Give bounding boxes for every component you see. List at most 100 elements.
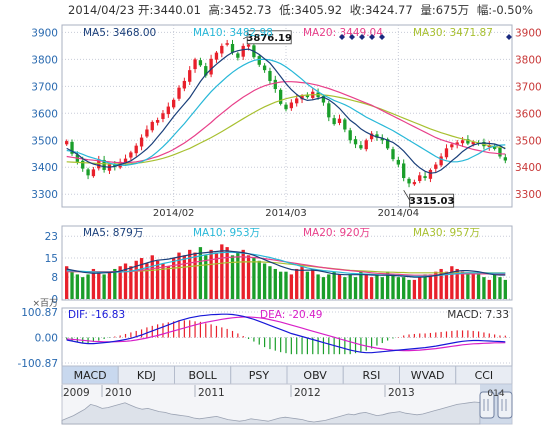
candle-body	[434, 164, 438, 169]
candle-body	[102, 159, 106, 170]
candle-body	[471, 141, 475, 145]
header-change: -0.50%	[492, 3, 533, 17]
volume-pane: 0 8 15 23 ×百万	[32, 231, 507, 309]
volume-bar	[123, 263, 128, 299]
candle-body	[289, 102, 294, 109]
price-ytick-left: 3600	[31, 108, 58, 120]
volume-bar	[348, 274, 352, 299]
candle-body	[257, 56, 261, 65]
volume-bar	[252, 258, 256, 299]
volume-bar	[359, 271, 363, 299]
volume-bar	[209, 249, 213, 299]
volume-bar	[246, 255, 251, 299]
volume-bar	[503, 279, 507, 299]
candle-body	[150, 121, 154, 131]
annotation-label: 3876.19	[246, 33, 292, 44]
volume-bar	[353, 277, 358, 299]
volume-bar	[86, 274, 90, 299]
macd-legend-item: DIF: -16.83	[68, 309, 125, 321]
candle-body	[172, 99, 176, 108]
price-ytick-left: 3500	[31, 135, 58, 147]
price-legend-item: MA5: 3468.00	[83, 27, 156, 39]
volume-unit-label: ×百万	[32, 298, 58, 309]
volume-bar	[150, 255, 154, 299]
volume-bar	[460, 271, 465, 299]
candle-body	[369, 133, 374, 140]
candle-body	[225, 43, 229, 45]
marker-icon	[339, 34, 345, 40]
price-legend-item: MA10: 3482.98	[193, 27, 273, 39]
price-ma10-line	[66, 58, 506, 167]
volume-bar	[75, 274, 80, 299]
timeline-year-label: 2013	[388, 387, 415, 399]
timeline-year-label: 2012	[294, 387, 321, 399]
header-change-label: 幅:	[477, 3, 492, 17]
candle-body	[353, 139, 358, 145]
volume-bar	[262, 263, 267, 299]
candle-body	[65, 141, 69, 145]
marker-icon	[349, 34, 355, 40]
volume-bar	[220, 244, 224, 299]
timeline-navigator[interactable]: 2009 2010 2011 2012 2013 014	[61, 384, 513, 425]
candle-body	[455, 142, 459, 146]
candle-body	[327, 103, 331, 118]
candle-body	[134, 145, 138, 154]
candle-body	[428, 169, 433, 179]
candle-body	[492, 145, 497, 149]
header-date: 2014/04/23	[68, 3, 134, 17]
volume-bar	[241, 249, 245, 299]
volume-bar	[145, 263, 149, 299]
volume-bar	[182, 255, 187, 299]
volume-bar	[102, 274, 106, 299]
volume-bar	[177, 252, 181, 299]
volume-bar	[273, 268, 277, 299]
volume-ytick: 0	[51, 294, 58, 306]
candle-body	[81, 160, 85, 169]
volume-bar	[161, 263, 165, 299]
volume-legend-item: MA10: 953万	[193, 227, 260, 239]
volume-bar	[236, 252, 240, 299]
candle-body	[359, 145, 363, 149]
volume-bar	[134, 260, 138, 299]
volume-bar	[155, 260, 160, 299]
candle-body	[91, 169, 96, 177]
candle-body	[129, 152, 133, 158]
candle-body	[123, 158, 128, 163]
volume-bar	[300, 266, 304, 299]
volume-bar	[257, 260, 261, 299]
header-volume: 675万	[436, 3, 469, 17]
candle-body	[230, 43, 235, 53]
timeline-handle-label: 014	[487, 389, 504, 399]
volume-bar	[97, 271, 101, 299]
header-line: 2014/04/23 开:3440.01 高:3452.73 低:3405.92…	[68, 3, 533, 17]
dea-line	[66, 316, 506, 352]
volume-bar	[385, 271, 390, 299]
volume-bar	[439, 268, 443, 299]
macd-legend-item: DEA: -20.49	[260, 309, 322, 321]
close-icon[interactable]	[506, 34, 512, 40]
candle-body	[385, 139, 390, 149]
tab-label: MACD	[74, 369, 107, 382]
header-low-label: 低:	[279, 3, 294, 17]
macd-pane: 100.87 0.00 -100.87	[17, 307, 506, 370]
volume-bar	[193, 252, 197, 299]
volume-bar	[391, 274, 395, 299]
candle-body	[209, 58, 213, 75]
price-ytick-right: 3700	[515, 81, 541, 93]
candle-body	[241, 45, 245, 57]
volume-bar	[289, 274, 294, 299]
candle-body	[139, 137, 144, 147]
price-xtick-label: 2014/02	[153, 208, 195, 219]
candle-body	[412, 182, 417, 185]
price-ytick-left: 3900	[31, 27, 58, 39]
timeline-left-handle[interactable]	[479, 391, 495, 419]
price-pane: 3300 3300 3400 3400 3500 3500 3600 3600 3700 3700…	[31, 27, 541, 219]
timeline-right-handle[interactable]	[497, 391, 513, 419]
price-legend-item: MA30: 3471.87	[413, 27, 493, 39]
timeline-year-label: 2009	[63, 387, 90, 399]
volume-bar	[412, 279, 417, 299]
price-ytick-right: 3600	[515, 108, 541, 120]
volume-bar	[498, 277, 502, 299]
volume-pane-frame	[61, 225, 513, 301]
